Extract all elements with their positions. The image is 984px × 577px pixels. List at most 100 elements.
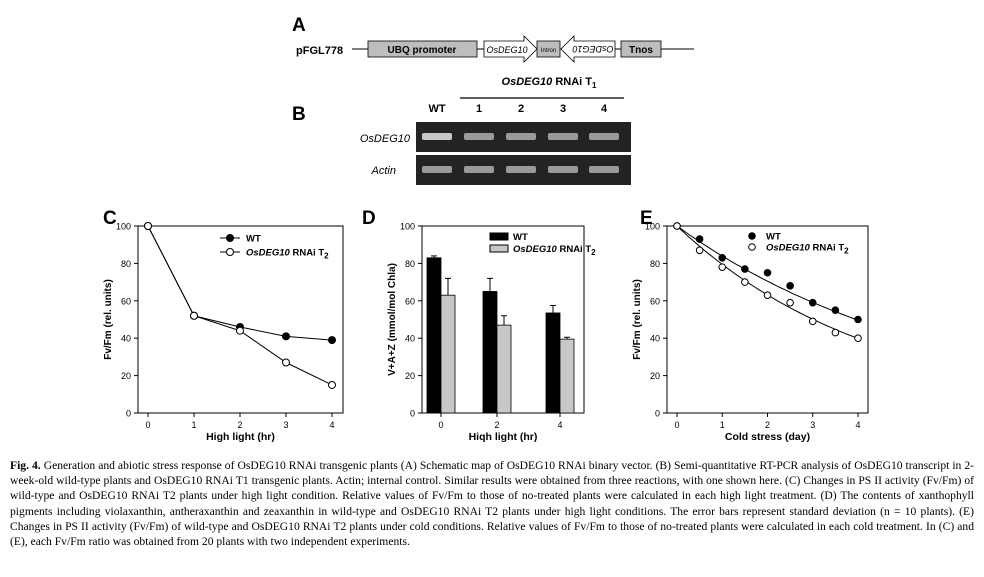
ubq-promoter-label: UBQ promoter — [388, 45, 457, 56]
y-tick-label: 100 — [400, 222, 415, 232]
gel-band-actin — [464, 166, 494, 173]
gel-band-actin — [506, 166, 536, 173]
panel-a-letter: A — [292, 15, 306, 36]
antisense-arrow — [560, 35, 616, 63]
rnai-point — [741, 278, 749, 286]
wt-point — [854, 315, 862, 324]
y-tick-label: 40 — [405, 334, 415, 344]
rnai-point — [328, 380, 336, 389]
rnai-bar — [559, 338, 575, 414]
x-tick-label: 1 — [191, 420, 196, 430]
rnai-point — [190, 311, 198, 320]
panel-e-cold-fvfm: E 0 20 40 60 80 100 0 1 2 3 4 Cold stress (day) Fv/F… — [632, 208, 869, 443]
wt-point — [328, 336, 336, 345]
x-tick-label: 4 — [329, 420, 334, 430]
rnai-point — [695, 246, 704, 255]
gel-band-actin — [422, 166, 452, 173]
rnai-point — [144, 222, 152, 230]
intron-label: Intron — [541, 48, 556, 54]
x-tick-label: 2 — [237, 420, 242, 430]
legend-label-rnai: OsDEG10 RNAi T2 — [766, 243, 849, 256]
y-axis-label: Fv/Fm (rel. units) — [103, 279, 114, 360]
gel-band-osdeg10 — [422, 133, 452, 140]
y-tick-label: 100 — [116, 222, 131, 232]
wt-point — [282, 332, 290, 341]
x-axis-label: Hiqh light (hr) — [469, 431, 538, 443]
panel-e-letter: E — [640, 208, 653, 229]
gel-band-actin — [589, 166, 619, 173]
gel-band-osdeg10 — [548, 133, 578, 140]
panel-d-xanthophyll: D 0 20 40 60 80 100 0 2 4 Hiqh light (hr) V+A+Z (m… — [362, 208, 596, 443]
legend-label-wt: WT — [513, 232, 528, 243]
gel-band-osdeg10 — [464, 133, 494, 140]
x-axis-label: Cold stress (day) — [725, 431, 810, 443]
legend-swatch-rnai — [489, 244, 509, 253]
x-tick-label: 4 — [855, 420, 860, 430]
lane-label: WT — [428, 103, 445, 115]
gel-band-actin — [548, 166, 578, 173]
tnos-box — [620, 40, 662, 58]
rnai-point — [718, 263, 727, 271]
construct-label: pFGL778 — [296, 45, 343, 57]
legend-marker-wt — [226, 234, 234, 242]
panel-b-letter: B — [292, 104, 306, 125]
series-line — [147, 225, 333, 341]
wt-point — [831, 306, 840, 314]
x-tick-label: 0 — [145, 420, 150, 430]
lane-label: 2 — [518, 103, 524, 115]
rnai-point — [236, 326, 244, 335]
legend-label-rnai: OsDEG10 RNAi T2 — [513, 244, 596, 257]
gel-band-osdeg10 — [506, 133, 536, 140]
x-tick-label: 2 — [494, 420, 499, 430]
gel-band-osdeg10 — [589, 133, 619, 140]
panel-d-letter: D — [362, 208, 376, 229]
caption-text: Generation and abiotic stress response o… — [10, 459, 975, 549]
legend-swatch-wt — [489, 232, 509, 241]
x-tick-label: 0 — [438, 420, 443, 430]
wt-point — [763, 268, 772, 277]
y-tick-label: 80 — [405, 259, 415, 269]
wt-point — [695, 235, 704, 243]
y-tick-label: 60 — [405, 296, 415, 306]
panel-a-vector-map: A pFGL778 UBQ promoter OsDEG10 Intron Os… — [292, 15, 694, 63]
x-tick-label: 1 — [720, 420, 725, 430]
legend-marker-wt — [748, 232, 756, 240]
wt-point — [718, 253, 727, 262]
x-tick-label: 2 — [765, 420, 770, 430]
intron-box — [536, 40, 561, 58]
legend-label-wt: WT — [766, 232, 781, 243]
wt-bar — [482, 291, 498, 414]
panel-b-header: OsDEG10 RNAi T1 — [502, 76, 597, 90]
legend-label-wt: WT — [246, 234, 261, 245]
fit-curve — [676, 225, 859, 321]
rnai-point — [831, 328, 840, 337]
y-tick-label: 0 — [126, 409, 131, 419]
antisense-label: OsDEG10 — [572, 44, 613, 54]
legend-label-rnai: OsDEG10 RNAi T2 — [246, 248, 329, 261]
figure-caption: Fig. 4. Generation and abiotic stress re… — [10, 458, 974, 549]
y-tick-label: 60 — [650, 296, 660, 306]
tnos-label: Tnos — [629, 45, 653, 56]
y-tick-label: 40 — [650, 334, 660, 344]
legend-marker-rnai — [748, 243, 756, 251]
figure-4: A pFGL778 UBQ promoter OsDEG10 Intron Os… — [103, 15, 869, 443]
panel-c-letter: C — [103, 208, 117, 229]
panel-c-high-light-fvfm: C 0 20 40 60 80 100 0 1 2 3 4 High light (hr) Fv/Fm … — [103, 208, 344, 443]
wt-point — [786, 282, 794, 290]
y-tick-label: 20 — [650, 371, 660, 381]
y-tick-label: 0 — [655, 409, 660, 419]
wt-point — [741, 265, 749, 273]
rnai-point — [673, 222, 681, 230]
y-tick-label: 80 — [121, 259, 131, 269]
rnai-point — [786, 298, 794, 307]
y-tick-label: 40 — [121, 334, 131, 344]
sense-label: OsDEG10 — [486, 45, 527, 55]
y-axis-label: V+A+Z (mmol/mol Chla) — [387, 263, 398, 376]
rnai-point — [763, 291, 772, 299]
legend-marker-rnai — [226, 248, 234, 256]
x-tick-label: 4 — [557, 420, 562, 430]
panel-b-rt-pcr: B OsDEG10 RNAi T1 WT 1 2 3 4 OsDEG10 Actin — [292, 76, 631, 185]
plot-frame — [666, 225, 869, 414]
wt-point — [808, 298, 817, 307]
gel-row-label-actin: Actin — [371, 165, 396, 177]
